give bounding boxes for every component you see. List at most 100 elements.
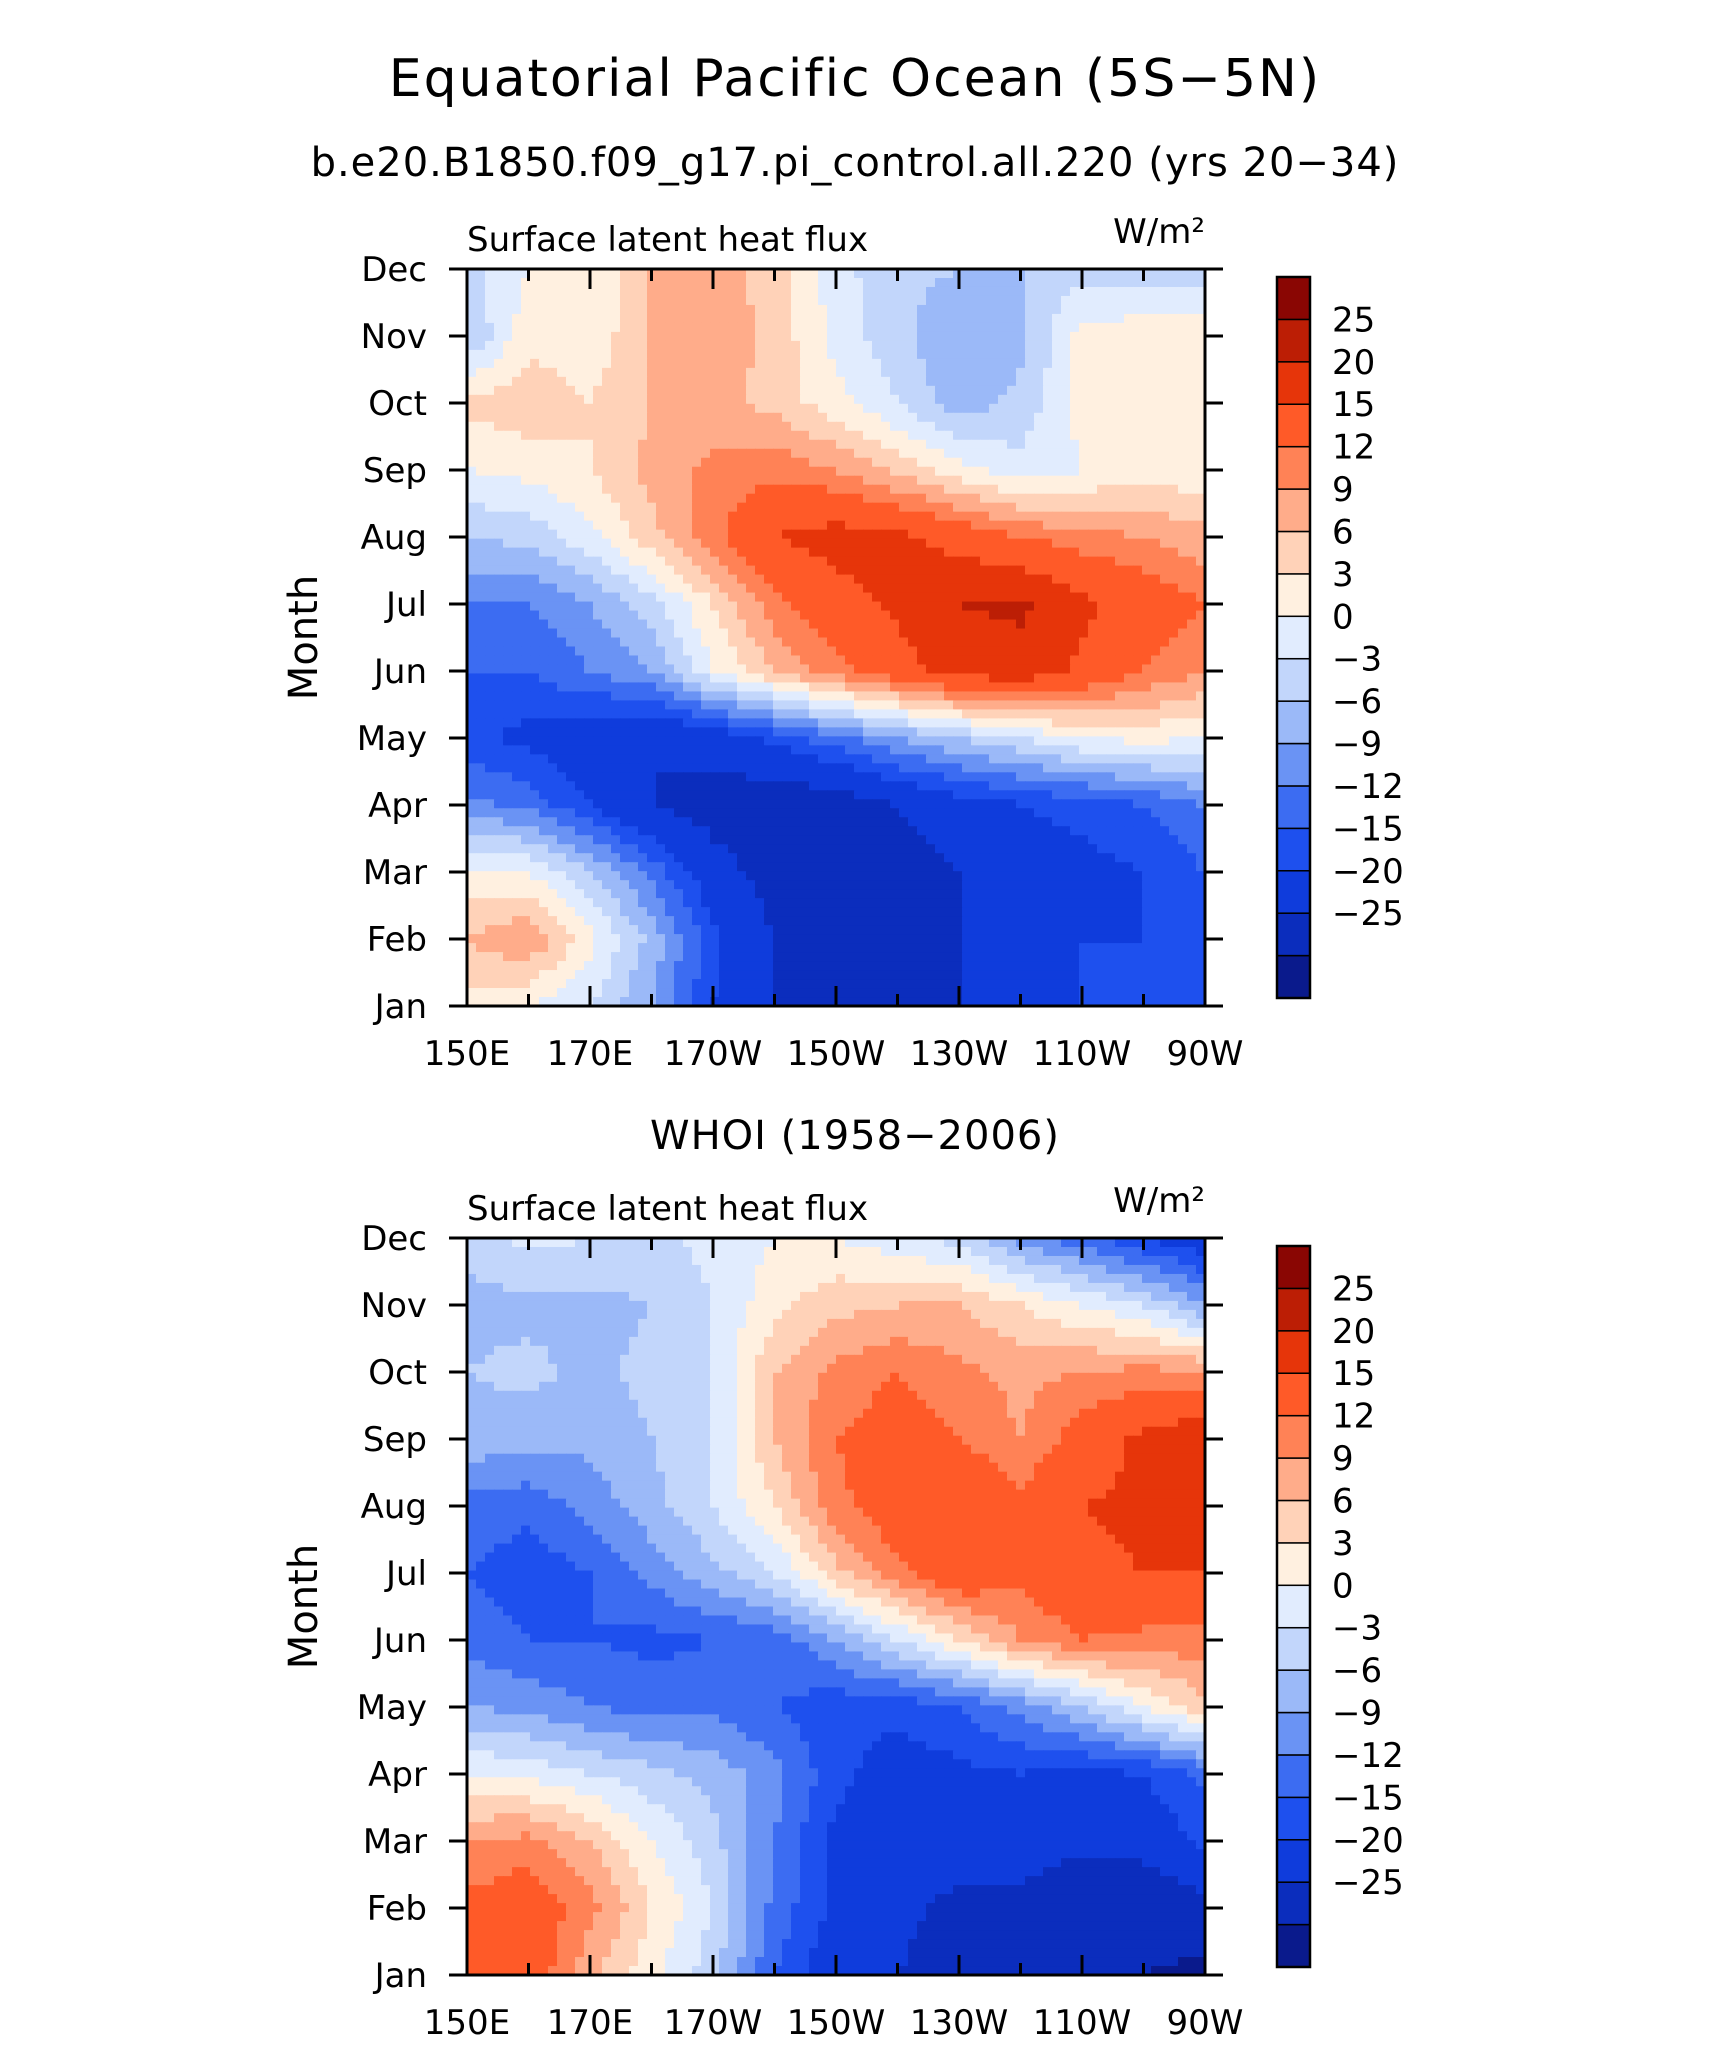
heatmap-cell — [701, 376, 711, 387]
heatmap-cell — [854, 502, 864, 513]
heatmap-cell — [899, 349, 909, 360]
heatmap-cell — [1025, 340, 1035, 351]
heatmap-cell — [890, 772, 900, 782]
heatmap-cell — [548, 430, 558, 441]
heatmap-cell — [863, 448, 873, 459]
heatmap-cell — [1070, 367, 1080, 378]
heatmap-cell — [701, 727, 711, 737]
heatmap-cell — [827, 529, 837, 540]
heatmap-cell — [782, 403, 792, 414]
heatmap-cell — [665, 547, 675, 558]
heatmap-cell — [1124, 457, 1134, 468]
heatmap-cell — [467, 727, 477, 737]
heatmap-cell — [935, 574, 945, 585]
heatmap-cell — [485, 682, 495, 693]
heatmap-cell — [656, 736, 666, 746]
heatmap-cell — [872, 295, 882, 306]
heatmap-cell — [1160, 619, 1170, 630]
heatmap-cell — [935, 736, 945, 746]
heatmap-cell — [503, 691, 513, 702]
heatmap-cell — [989, 763, 999, 773]
heatmap-cell — [575, 646, 585, 657]
heatmap-cell — [1124, 502, 1134, 513]
heatmap-cell — [674, 448, 684, 459]
heatmap-cell — [512, 502, 522, 513]
heatmap-cell — [1088, 295, 1098, 306]
heatmap-cell — [935, 484, 945, 495]
heatmap-cell — [962, 322, 972, 333]
heatmap-cell — [1043, 412, 1053, 423]
heatmap-cell — [863, 727, 873, 737]
heatmap-cell — [728, 547, 738, 558]
heatmap-cell — [1187, 664, 1197, 675]
heatmap-cell — [1070, 772, 1080, 782]
heatmap-cell — [656, 727, 666, 737]
heatmap-cell — [638, 601, 648, 612]
heatmap-cell — [998, 466, 1008, 477]
heatmap-cell — [728, 403, 738, 414]
heatmap-cell — [674, 421, 684, 432]
heatmap-cell — [863, 664, 873, 675]
heatmap-cell — [521, 511, 531, 522]
heatmap-cell — [1106, 529, 1116, 540]
heatmap-cell — [584, 565, 594, 576]
heatmap-cell — [719, 601, 729, 612]
heatmap-cell — [1052, 493, 1062, 504]
heatmap-cell — [602, 709, 612, 719]
heatmap-cell — [683, 646, 693, 657]
heatmap-cell — [1007, 736, 1017, 746]
heatmap-cell — [602, 655, 612, 666]
heatmap-cell — [1034, 538, 1044, 549]
heatmap-cell — [773, 538, 783, 549]
heatmap-cell — [1079, 403, 1089, 414]
heatmap-cell — [1124, 574, 1134, 585]
heatmap-cell — [980, 295, 990, 306]
heatmap-cell — [1133, 430, 1143, 441]
heatmap-cell — [944, 358, 954, 369]
heatmap-cell — [701, 628, 711, 639]
heatmap-cell — [791, 691, 801, 702]
heatmap-cell — [1178, 628, 1188, 639]
heatmap-cell — [476, 772, 486, 782]
heatmap-cell — [1142, 547, 1152, 558]
heatmap-cell — [1124, 358, 1134, 369]
heatmap-cell — [728, 349, 738, 360]
heatmap-cell — [746, 448, 756, 459]
heatmap-cell — [899, 376, 909, 387]
heatmap-cell — [1160, 367, 1170, 378]
heatmap-cell — [1196, 592, 1206, 603]
heatmap-cell — [620, 412, 630, 423]
heatmap-cell — [1142, 709, 1152, 719]
heatmap-cell — [917, 790, 927, 800]
heatmap-cell — [1169, 610, 1179, 621]
heatmap-cell — [1061, 610, 1071, 621]
heatmap-cell — [854, 439, 864, 450]
heatmap-cell — [521, 439, 531, 450]
heatmap-cell — [566, 700, 576, 710]
heatmap-cell — [818, 655, 828, 666]
heatmap-cell — [962, 592, 972, 603]
heatmap-cell — [791, 583, 801, 594]
heatmap-cell — [1124, 790, 1134, 800]
heatmap-cell — [998, 331, 1008, 342]
heatmap-cell — [800, 772, 810, 782]
heatmap-cell — [1106, 269, 1116, 279]
heatmap-cell — [827, 331, 837, 342]
heatmap-cell — [476, 709, 486, 719]
heatmap-cell — [629, 466, 639, 477]
heatmap-cell — [1016, 385, 1026, 396]
heatmap-cell — [503, 403, 513, 414]
heatmap-cell — [746, 439, 756, 450]
heatmap-cell — [1088, 394, 1098, 405]
heatmap-cell — [773, 394, 783, 405]
heatmap-cell — [1034, 808, 1044, 818]
heatmap-cell — [1052, 628, 1062, 639]
heatmap-cell — [656, 610, 666, 621]
heatmap-cell — [1034, 367, 1044, 378]
heatmap-cell — [926, 565, 936, 576]
heatmap-cell — [683, 664, 693, 675]
heatmap-cell — [1070, 322, 1080, 333]
heatmap-cell — [1106, 637, 1116, 648]
heatmap-cell — [692, 745, 702, 755]
heatmap-cell — [710, 556, 720, 567]
